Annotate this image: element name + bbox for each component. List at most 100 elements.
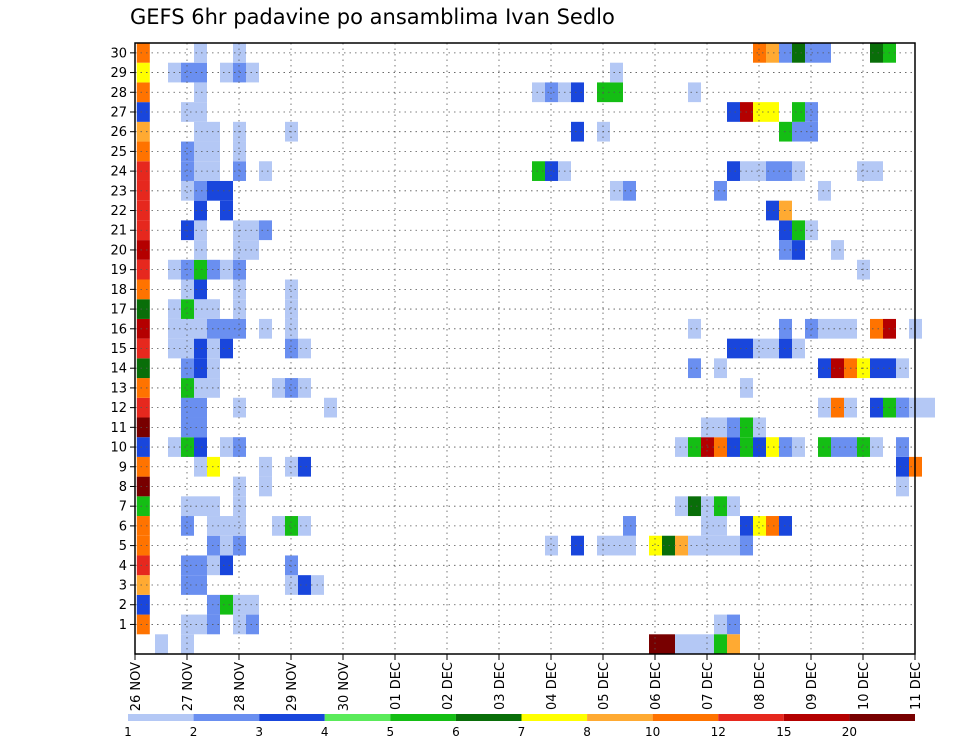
heatmap-cell	[857, 358, 870, 379]
heatmap-cell	[688, 318, 701, 339]
legend-label: 10	[645, 725, 660, 739]
x-tick-label: 01 DEC	[389, 662, 404, 710]
y-tick-label: 12	[110, 401, 127, 416]
heatmap-cell	[246, 594, 259, 615]
heatmap-cell	[896, 437, 909, 457]
heatmap-cell	[714, 358, 727, 379]
heatmap-cell	[181, 575, 194, 595]
member-color-cell	[136, 161, 150, 181]
heatmap-cell	[857, 437, 870, 457]
heatmap-cell	[194, 161, 207, 181]
member-color-cell	[136, 378, 150, 398]
heatmap-cell	[766, 338, 779, 359]
heatmap-cell	[792, 338, 805, 359]
member-color-cell	[136, 220, 150, 241]
heatmap-cell	[181, 417, 194, 438]
heatmap-cell	[194, 496, 207, 517]
heatmap-cell	[727, 338, 740, 359]
member-color-cell	[136, 575, 150, 595]
y-tick-label: 28	[110, 86, 127, 101]
heatmap-cell	[714, 417, 727, 438]
heatmap-cell	[610, 180, 623, 201]
heatmap-cell	[259, 220, 272, 241]
heatmap-cell	[285, 575, 298, 595]
heatmap-cell	[298, 456, 311, 477]
heatmap-cell	[194, 575, 207, 595]
heatmap-cell	[545, 82, 558, 103]
heatmap-cell	[896, 456, 909, 477]
heatmap-cell	[181, 516, 194, 536]
heatmap-cell	[220, 535, 233, 556]
legend-label: 7	[518, 725, 526, 739]
heatmap-cell	[194, 614, 207, 635]
heatmap-cell	[831, 397, 844, 418]
heatmap-cell	[831, 318, 844, 339]
member-color-cell	[136, 614, 150, 635]
heatmap-cell	[194, 102, 207, 122]
heatmap-cell	[259, 476, 272, 497]
heatmap-cell	[753, 437, 766, 457]
heatmap-cell	[194, 141, 207, 162]
y-tick-label: 3	[119, 579, 127, 594]
member-color-cell	[136, 240, 150, 260]
heatmap-cell	[688, 82, 701, 103]
legend-label: 8	[583, 725, 591, 739]
heatmap-cell	[194, 338, 207, 359]
x-tick-label: 08 DEC	[753, 662, 768, 710]
y-tick-label: 2	[119, 598, 127, 613]
heatmap-cell	[246, 220, 259, 241]
heatmap-cell	[753, 338, 766, 359]
heatmap-cell	[688, 634, 701, 654]
heatmap-cell	[688, 358, 701, 379]
y-tick-label: 8	[119, 480, 127, 495]
heatmap-cell	[714, 180, 727, 201]
heatmap-cell	[194, 378, 207, 398]
heatmap-cell	[194, 397, 207, 418]
heatmap-cell	[714, 437, 727, 457]
x-tick-label: 10 DEC	[857, 662, 872, 710]
heatmap-cell	[194, 220, 207, 241]
heatmap-cell	[220, 437, 233, 457]
heatmap-cell	[714, 516, 727, 536]
heatmap-cell	[324, 397, 337, 418]
heatmap-cell	[753, 516, 766, 536]
y-tick-label: 1	[119, 618, 127, 633]
heatmap-cell	[792, 43, 805, 63]
heatmap-cell	[220, 594, 233, 615]
heatmap-cell	[727, 437, 740, 457]
heatmap-cell	[727, 496, 740, 517]
x-axis-ticks: 26 NOV 27 NOV 28 NOV 29 NOV 30 NOV 01 DEC 02 D…	[129, 654, 924, 711]
heatmap-cell	[766, 437, 779, 457]
heatmap-cell	[870, 358, 883, 379]
heatmap-cell	[688, 535, 701, 556]
heatmap-cell	[181, 634, 194, 654]
legend-label: 3	[255, 725, 263, 739]
member-color-cell	[136, 476, 150, 497]
heatmap-cell	[181, 614, 194, 635]
legend-color-swatch	[652, 714, 719, 721]
heatmap-cell	[298, 378, 311, 398]
heatmap-cell	[649, 535, 662, 556]
y-tick-label: 16	[110, 322, 127, 337]
x-tick-label: 30 NOV	[337, 662, 352, 711]
heatmap-cell	[766, 102, 779, 122]
y-axis-ticks: 1234567891011121314151617181920212223242…	[110, 46, 135, 633]
y-tick-label: 23	[110, 184, 127, 199]
x-tick-label: 09 DEC	[805, 662, 820, 710]
heatmap-cell	[818, 43, 831, 63]
member-color-cell	[136, 43, 150, 63]
heatmap-cell	[194, 62, 207, 83]
heatmap-cell	[181, 437, 194, 457]
heatmap-cell	[727, 102, 740, 122]
heatmap-cell	[285, 121, 298, 142]
heatmap-cell	[766, 43, 779, 63]
heatmap-cell	[285, 378, 298, 398]
legend-label: 5	[387, 725, 395, 739]
heatmap-cell	[181, 378, 194, 398]
x-tick-label: 06 DEC	[649, 662, 664, 710]
heatmap-cell	[792, 102, 805, 122]
heatmap-cell	[714, 535, 727, 556]
heatmap-cell	[181, 259, 194, 280]
heatmap-cell	[818, 358, 831, 379]
legend-color-swatch	[587, 714, 653, 721]
